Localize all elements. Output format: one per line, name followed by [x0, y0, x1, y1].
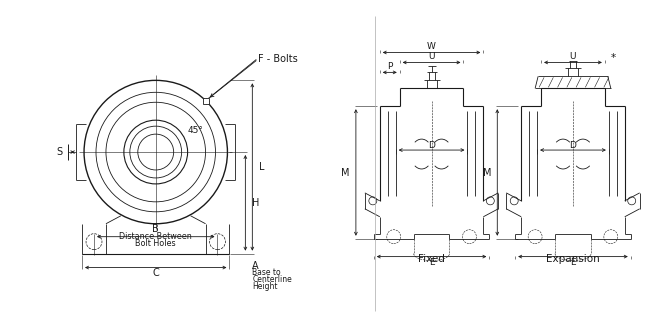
Text: D: D [570, 141, 576, 149]
Circle shape [510, 197, 518, 205]
Text: Bolt Holes: Bolt Holes [135, 239, 176, 248]
Text: Height: Height [252, 282, 278, 291]
Text: D: D [428, 141, 435, 149]
Text: U: U [570, 52, 576, 61]
Text: F - Bolts: F - Bolts [258, 54, 298, 64]
Text: C: C [152, 267, 159, 278]
Text: E: E [570, 258, 576, 267]
Circle shape [369, 197, 377, 205]
Text: Centerline: Centerline [252, 275, 292, 284]
Circle shape [486, 197, 494, 205]
Text: S: S [56, 147, 62, 157]
Circle shape [628, 197, 636, 205]
Text: Expansion: Expansion [546, 254, 600, 264]
Text: A: A [252, 261, 259, 270]
Text: Base to: Base to [252, 268, 281, 277]
Text: W: W [427, 42, 436, 51]
Text: H: H [252, 198, 259, 208]
Bar [203, 98, 209, 104]
Text: M: M [341, 168, 350, 178]
Text: P: P [387, 62, 393, 71]
Text: U: U [428, 52, 435, 61]
Text: E: E [429, 258, 434, 267]
Text: L: L [259, 162, 265, 172]
Text: Fixed: Fixed [418, 254, 445, 264]
Text: Distance Between: Distance Between [119, 232, 192, 241]
Text: 45°: 45° [187, 126, 203, 135]
Text: B: B [152, 224, 159, 234]
Text: M: M [483, 168, 491, 178]
Text: *: * [610, 53, 616, 63]
